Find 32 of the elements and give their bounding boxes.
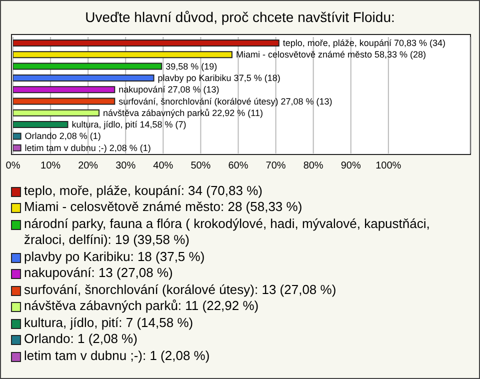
x-tick-label: 80% (303, 160, 324, 172)
data-label: Orlando 2,08 % (1) (24, 131, 101, 142)
legend-label: plavby po Karibiku: 18 (37,5 %) (24, 248, 205, 265)
data-label: 39,58 % (19) (166, 61, 218, 72)
legend-label: Orlando: 1 (2,08 %) (24, 331, 138, 348)
x-tick-label: 20% (78, 160, 98, 172)
x-tick-label: 40% (153, 160, 174, 172)
legend-label: letim tam v dubnu ;-): 1 (2,08 %) (24, 348, 210, 364)
legend-label: kultura, jídlo, pití: 7 (14,58 %) (24, 314, 194, 331)
x-tick-label: 100% (376, 160, 402, 172)
legend-label: nakupování: 13 (27,08 %) (24, 265, 173, 282)
x-tick-label: 0% (6, 160, 20, 172)
data-label: Miami - celosvětově známé město 58,33 % (28) (236, 50, 426, 60)
x-tick-label: 30% (116, 160, 136, 172)
data-label: teplo, moře, pláže, koupání 70,83 % (34) (282, 38, 446, 48)
data-label: kultura, jídlo, pití 14,58 % (7) (72, 120, 186, 130)
legend-label: národní parky, fauna a flóra ( krokodýlové, hadi, mývalové, kapustňáci, žraloci, delfíni): 19 (39,58 %) (24, 216, 431, 248)
x-tick-label: 90% (340, 160, 361, 172)
x-tick-label: 70% (266, 160, 286, 172)
x-tick-label: 50% (190, 160, 211, 172)
x-tick-label: 10% (40, 160, 61, 172)
data-label: surfování, šnorchlování (korálové útesy) 27,08 % (13) (118, 96, 332, 106)
data-label: letim tam v dubnu ;-) 2,08 % (1) (24, 142, 151, 153)
data-label: návštěva zábavných parků 22,92 % (11) (103, 108, 263, 118)
x-tick-label: 60% (228, 160, 248, 172)
legend-label: Miami - celosvětově známé město: 28 (58,33 %) (24, 199, 302, 216)
data-label: nakupování 27,08 % (13) (118, 84, 220, 95)
data-label: plavby po Karibiku 37,5 % (18) (158, 72, 280, 83)
chart-title: Uveďte hlavní důvod, proč chcete navštívit Floidu: (84, 9, 396, 25)
legend-label: surfování, šnorchlování (korálové útesy): 13 (27,08 %) (24, 282, 336, 298)
legend-label: návštěva zábavných parků: 11 (22,92 %) (24, 298, 259, 314)
legend-label: teplo, moře, pláže, koupání: 34 (70,83 %) (24, 182, 262, 199)
